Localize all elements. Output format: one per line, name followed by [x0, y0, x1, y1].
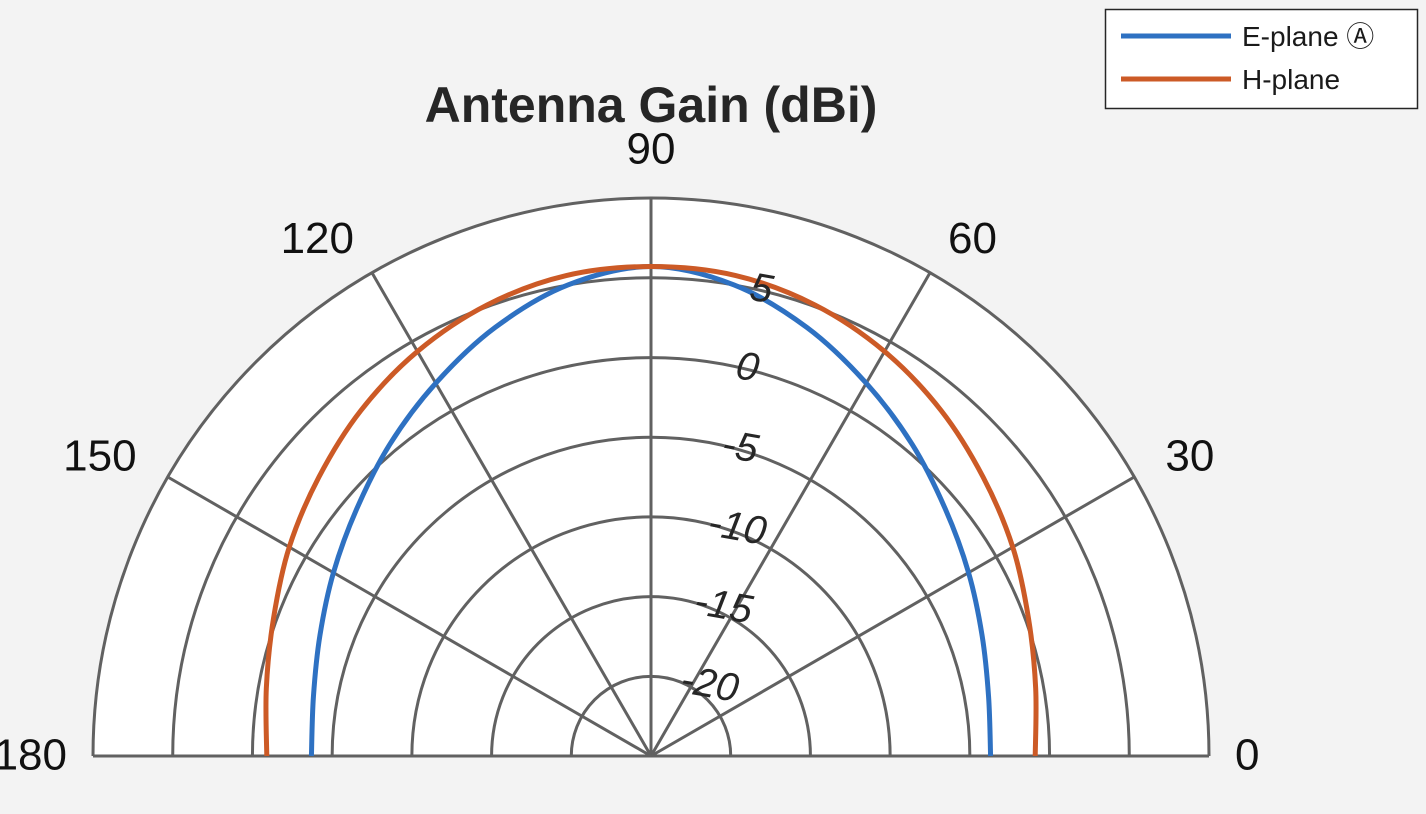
angular-tick-label: 30 — [1165, 432, 1214, 481]
angular-tick-label: 60 — [948, 214, 997, 263]
legend-label-e-plane: E-plane Ⓐ — [1242, 21, 1374, 52]
series-layer — [263, 264, 1039, 757]
radial-tick-label: -20 — [677, 657, 742, 710]
angular-tick-label: 90 — [627, 125, 676, 174]
legend-box — [1104, 8, 1419, 110]
series-line-h-plane — [263, 264, 1039, 757]
angular-tick-labels: 0 30 60 90 120 150 180 — [0, 125, 1259, 780]
legend: E-plane Ⓐ H-plane — [1104, 8, 1419, 110]
angular-tick-label: 120 — [281, 214, 354, 263]
angular-gridline — [650, 475, 1135, 758]
angular-tick-label: 150 — [63, 432, 136, 481]
radial-tick-label: -10 — [705, 500, 770, 553]
angular-gridline — [167, 475, 652, 758]
radial-tick-label: -15 — [691, 579, 756, 633]
angular-tick-label: 180 — [0, 731, 67, 780]
radial-tick-label: -5 — [719, 422, 762, 472]
chart-title: Antenna Gain (dBi) — [425, 77, 878, 133]
legend-label-h-plane: H-plane — [1242, 64, 1340, 95]
angular-tick-label: 0 — [1235, 731, 1259, 780]
